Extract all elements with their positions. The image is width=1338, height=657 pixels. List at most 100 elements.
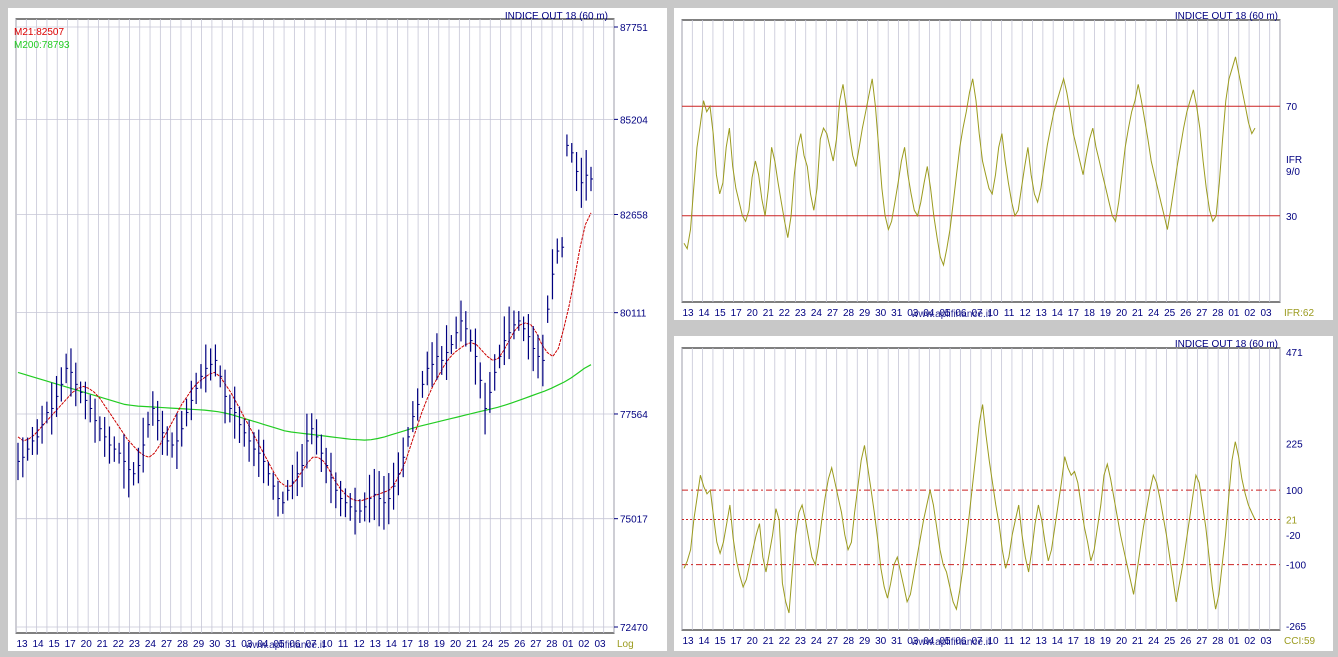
x-tick-label: 28	[843, 636, 855, 647]
x-tick-label: 20	[747, 308, 759, 319]
x-tick-label: 04	[257, 639, 269, 650]
price-chart: 13 14 15 17 20 21 22 23 24 27 28 29 30 31 03 04 05 06 07 10…	[14, 11, 648, 651]
x-tick-label: 21	[97, 639, 109, 650]
x-tick-label: 19	[434, 639, 446, 650]
y-tick-label: 471	[1286, 348, 1303, 359]
x-tick-label: 07	[971, 636, 983, 647]
x-tick-label: 25	[1164, 308, 1176, 319]
x-tick-label: 14	[386, 639, 398, 650]
x-tick-label: 14	[1052, 636, 1064, 647]
x-tick-label: 20	[1116, 636, 1128, 647]
x-tick-label: 27	[1196, 308, 1208, 319]
x-tick-label: 20	[1116, 308, 1128, 319]
m21-line	[17, 212, 592, 502]
ifr-chart-panel: 13 14 15 17 20 21 22 23 24 27 28 29 30 31 03 04 05 06 07 10…	[674, 8, 1333, 320]
y-tick-label: 72470	[620, 623, 648, 634]
x-tick-label: 17	[65, 639, 77, 650]
x-tick-label: 21	[763, 636, 775, 647]
indicator-label: IFR	[1286, 155, 1302, 166]
y-tick-label: 75017	[620, 515, 648, 526]
ifr-chart: 13 14 15 17 20 21 22 23 24 27 28 29 30 31 03 04 05 06 07 10…	[681, 11, 1314, 320]
x-tick-label: 10	[987, 636, 999, 647]
x-tick-label: 15	[715, 636, 727, 647]
x-tick-label: 03	[594, 639, 606, 650]
x-tick-label: 11	[338, 639, 349, 650]
x-tick-label: 13	[1036, 308, 1048, 319]
x-tick-label: 31	[891, 636, 903, 647]
x-tick-label: 19	[1100, 308, 1112, 319]
x-tick-label: 22	[779, 636, 791, 647]
x-tick-label: 28	[1212, 636, 1224, 647]
y-tick-label: 77564	[620, 410, 648, 421]
x-tick-label: 01	[1228, 636, 1240, 647]
x-tick-label: 15	[49, 639, 61, 650]
x-tick-label: 30	[875, 636, 887, 647]
x-tick-label: 22	[779, 308, 791, 319]
x-tick-label: 07	[305, 639, 317, 650]
cci-chart-panel: 13 14 15 17 20 21 22 23 24 27 28 29 30 31 03 04 05 06 07 10…	[674, 336, 1333, 651]
x-tick-label: 03	[1260, 636, 1272, 647]
y-tick-label: 30	[1286, 212, 1298, 223]
x-tick-label: 18	[1084, 308, 1096, 319]
x-tick-label: 29	[859, 308, 871, 319]
x-tick-label: 14	[698, 636, 710, 647]
x-tick-label: 05	[939, 636, 951, 647]
x-tick-label: 14	[698, 308, 710, 319]
x-tick-label: 06	[955, 308, 967, 319]
y-tick-label: 82658	[620, 211, 648, 222]
x-tick-label: 29	[193, 639, 205, 650]
y-tick-label: -265	[1286, 622, 1306, 633]
x-tick-label: 13	[370, 639, 382, 650]
x-tick-label: 24	[145, 639, 157, 650]
x-tick-label: 13	[1036, 636, 1048, 647]
legend-entry: M200:78793	[14, 40, 70, 51]
x-tick-label: 10	[321, 639, 333, 650]
x-tick-label: 02	[578, 639, 590, 650]
x-tick-label: 14	[32, 639, 44, 650]
x-tick-label: 28	[177, 639, 189, 650]
x-tick-label: 21	[1132, 636, 1144, 647]
y-tick-label: 225	[1286, 440, 1303, 451]
x-tick-label: 30	[209, 639, 221, 650]
indicator-label: 9/0	[1286, 167, 1300, 178]
x-tick-label: 06	[955, 636, 967, 647]
x-tick-label: 28	[546, 639, 558, 650]
x-tick-label: 27	[827, 636, 839, 647]
x-tick-label: 05	[939, 308, 951, 319]
x-tick-label: 23	[795, 308, 807, 319]
oscillator-line	[683, 56, 1256, 267]
x-tick-label: 17	[402, 639, 414, 650]
x-tick-label: 18	[418, 639, 430, 650]
readout-label: IFR:62	[1284, 308, 1314, 319]
x-tick-label: 18	[1084, 636, 1096, 647]
x-tick-label: 31	[891, 308, 903, 319]
x-tick-label: 29	[859, 636, 871, 647]
x-tick-label: 14	[1052, 308, 1064, 319]
x-tick-label: 17	[1068, 636, 1080, 647]
x-tick-label: 20	[81, 639, 93, 650]
x-tick-label: 27	[1196, 636, 1208, 647]
x-tick-label: 28	[843, 308, 855, 319]
y-tick-label: 100	[1286, 486, 1303, 497]
x-tick-label: 26	[1180, 636, 1192, 647]
x-tick-label: 31	[225, 639, 237, 650]
m200-line	[17, 364, 592, 441]
x-tick-label: 17	[1068, 308, 1080, 319]
x-tick-label: 10	[987, 308, 999, 319]
x-tick-label: 25	[498, 639, 510, 650]
legend-entry: M21:82507	[14, 27, 64, 38]
x-tick-label: 03	[907, 636, 919, 647]
x-tick-label: 06	[289, 639, 301, 650]
price-chart-panel: 13 14 15 17 20 21 22 23 24 27 28 29 30 31 03 04 05 06 07 10…	[8, 8, 667, 651]
x-tick-label: 02	[1244, 636, 1256, 647]
x-tick-label: 23	[795, 636, 807, 647]
x-tick-label: 22	[113, 639, 125, 650]
x-tick-label: 01	[1228, 308, 1240, 319]
y-tick-label: -100	[1286, 561, 1306, 572]
x-tick-label: 27	[161, 639, 173, 650]
x-tick-label: 19	[1100, 636, 1112, 647]
y-tick-label: 85204	[620, 115, 648, 126]
x-tick-label: 11	[1004, 308, 1015, 319]
x-tick-label: 30	[875, 308, 887, 319]
x-tick-label: 24	[811, 308, 823, 319]
